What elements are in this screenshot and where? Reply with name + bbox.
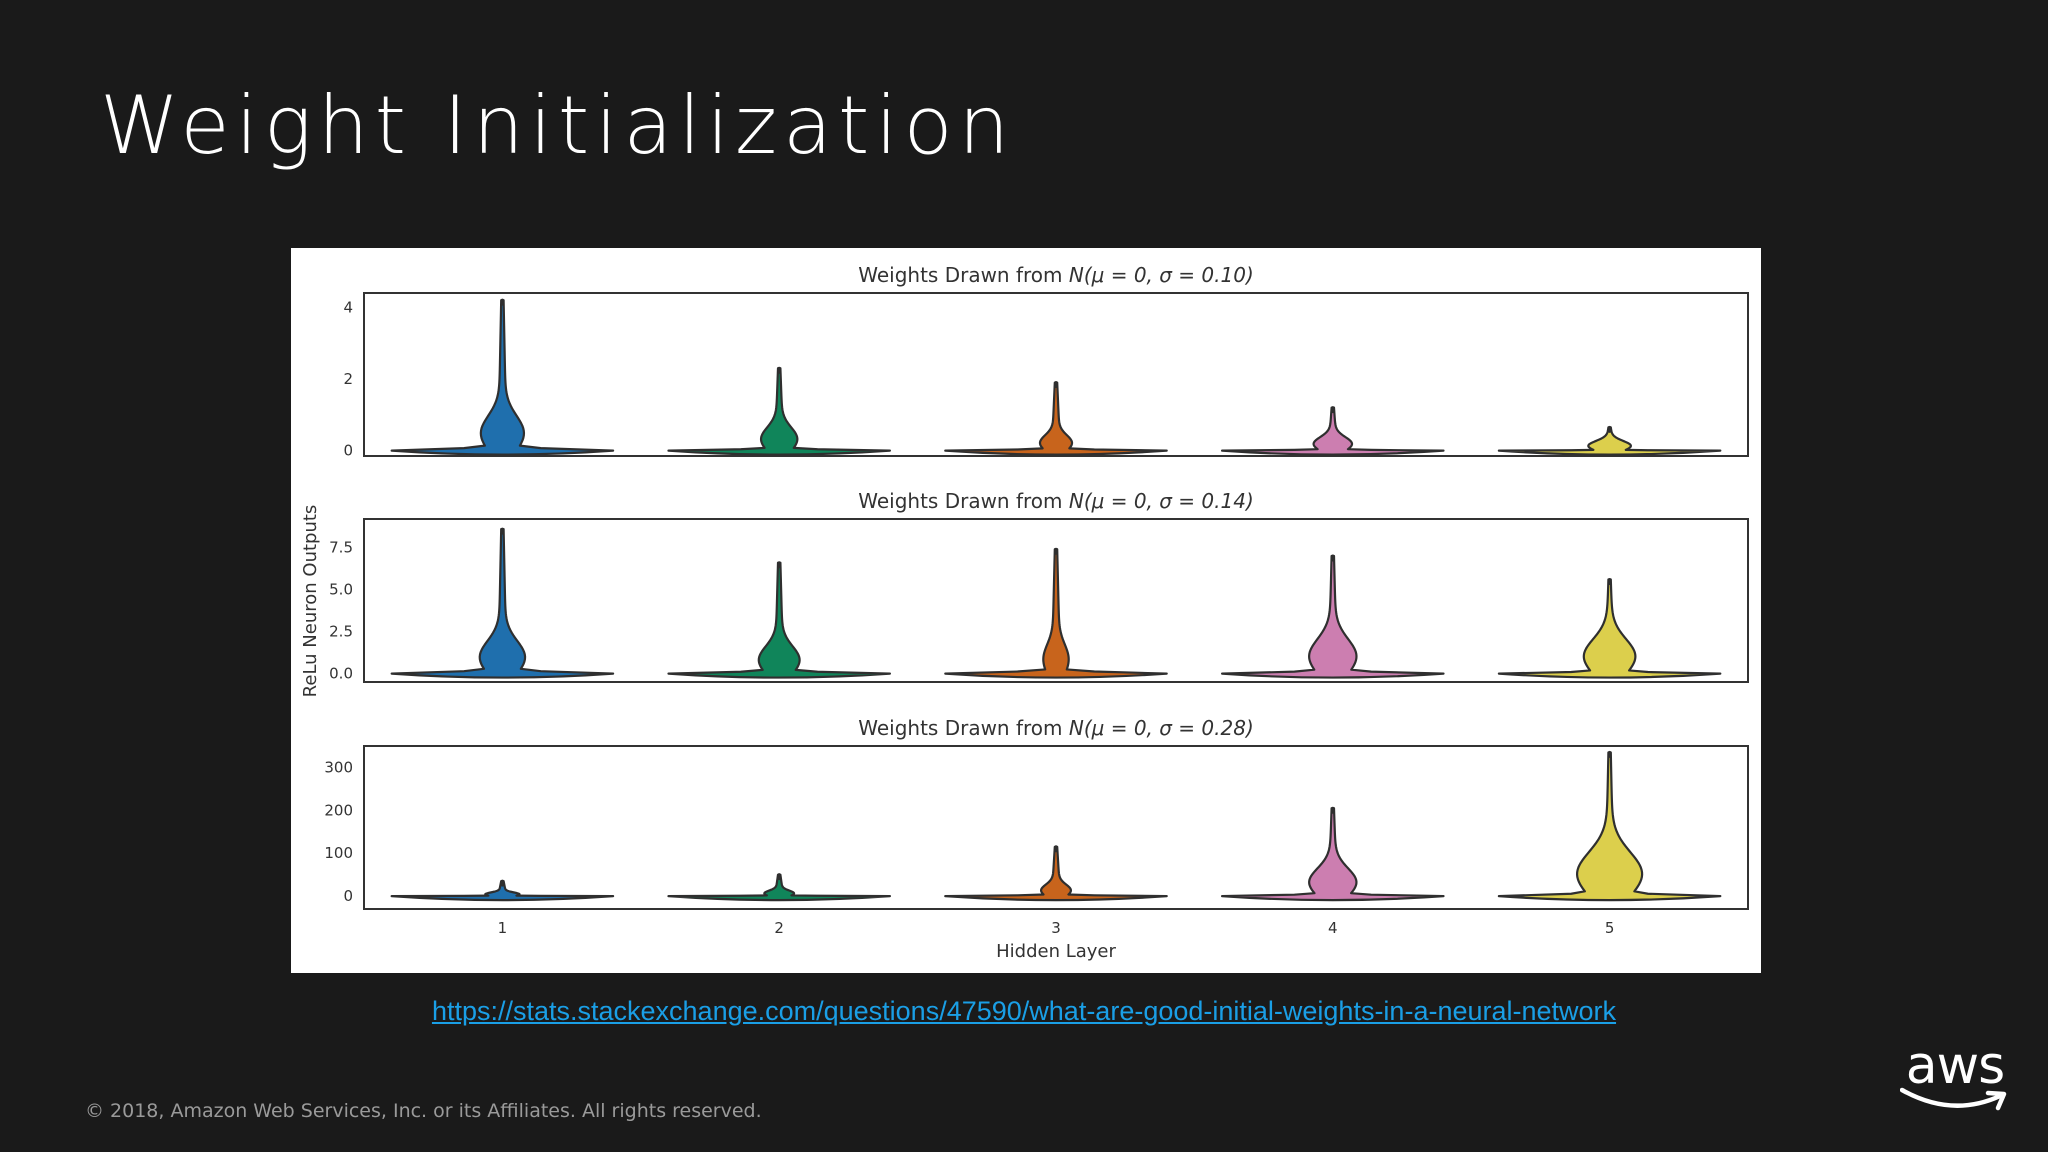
x-tick-label: 2: [774, 919, 784, 937]
violin-layer-5-panel-3: [1497, 751, 1722, 902]
copyright-notice: © 2018, Amazon Web Services, Inc. or its…: [85, 1100, 762, 1122]
y-tick-label: 100: [324, 844, 353, 862]
y-tick-label: 0: [343, 887, 353, 905]
x-axis-label: Hidden Layer: [996, 941, 1116, 962]
violin-layer-4-panel-1: [1220, 406, 1445, 456]
violin-layer-3-panel-2: [944, 548, 1168, 679]
violin-layer-5-panel-2: [1497, 578, 1722, 679]
y-tick-label: 200: [324, 801, 353, 819]
panel-title-1: Weights Drawn from N(μ = 0, σ = 0.10): [858, 263, 1254, 287]
violin-layer-5-panel-1: [1497, 426, 1722, 456]
panel-frame-1: [363, 292, 1749, 457]
violin-layer-4-panel-3: [1220, 807, 1445, 902]
violin-layer-2-panel-2: [667, 561, 892, 679]
x-tick-label: 4: [1328, 919, 1338, 937]
y-tick-label: 5.0: [329, 581, 353, 599]
violin-chart-svg: Weights Drawn from N(μ = 0, σ = 0.10) 0 2 4…: [300, 263, 1749, 962]
y-tick-label: 4: [343, 298, 353, 316]
violin-chart-figure: Weights Drawn from N(μ = 0, σ = 0.10) 0 2 4…: [291, 248, 1761, 973]
slide-title: Weight Initialization: [100, 79, 1016, 172]
source-link[interactable]: https://stats.stackexchange.com/question…: [431, 996, 1617, 1026]
aws-smile-icon: [1900, 1087, 2007, 1111]
violin-layer-2-panel-3: [667, 873, 892, 902]
x-tick-label: 3: [1051, 919, 1061, 937]
violin-layer-2-panel-1: [667, 367, 892, 456]
y-tick-label: 300: [324, 758, 353, 776]
violin-layer-3-panel-3: [944, 845, 1168, 902]
y-tick-label: 2.5: [329, 623, 353, 641]
violin-layer-1-panel-3: [390, 880, 615, 902]
violin-layer-4-panel-2: [1220, 554, 1445, 679]
x-tick-label: 1: [498, 919, 508, 937]
y-axis-label: ReLu Neuron Outputs: [300, 505, 321, 698]
y-tick-label: 0.0: [329, 665, 353, 683]
aws-logo-text: aws: [1905, 1036, 2006, 1096]
violin-layer-3-panel-1: [944, 381, 1168, 456]
y-tick-label: 7.5: [329, 539, 353, 557]
panel-frame-2: [363, 518, 1749, 683]
panel-title-3: Weights Drawn from N(μ = 0, σ = 0.28): [858, 716, 1254, 740]
violin-layer-1-panel-2: [390, 527, 615, 679]
x-tick-label: 5: [1605, 919, 1615, 937]
violin-layer-1-panel-1: [390, 299, 615, 456]
panel-title-2: Weights Drawn from N(μ = 0, σ = 0.14): [858, 489, 1254, 513]
aws-logo: aws: [1896, 1040, 2014, 1120]
y-tick-label: 0: [343, 442, 353, 460]
panel-frame-3: [363, 745, 1749, 910]
y-tick-label: 2: [343, 370, 353, 388]
